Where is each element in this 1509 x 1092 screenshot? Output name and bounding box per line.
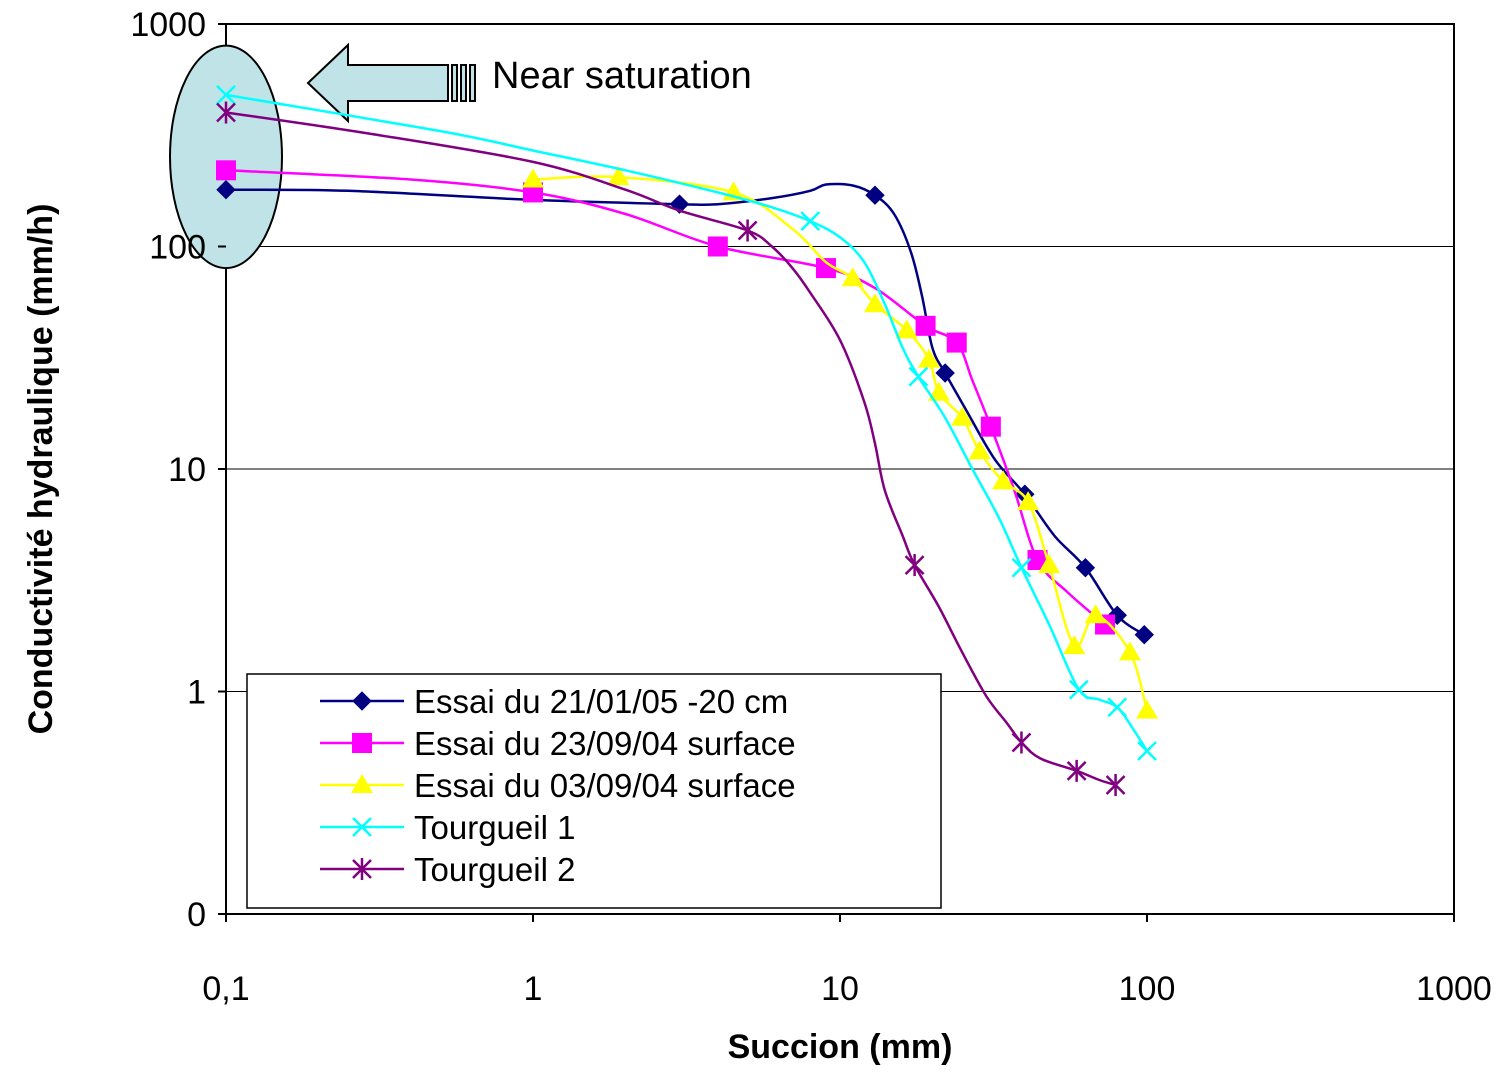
data-point-diamond <box>352 691 372 711</box>
y-tick-label: 1 <box>187 674 206 712</box>
legend-item: Essai du 23/09/04 surface <box>320 725 796 762</box>
data-point-triangle <box>968 440 991 460</box>
data-point-x <box>908 366 929 387</box>
annotation-label: Near saturation <box>492 55 752 97</box>
legend-item: Essai du 21/01/05 -20 cm <box>320 683 788 720</box>
y-tick-label: 10 <box>168 451 206 489</box>
data-point-square <box>216 160 236 181</box>
data-point-square <box>815 258 836 279</box>
data-point-diamond <box>1134 624 1155 645</box>
data-point-square <box>707 236 728 257</box>
x-tick-label: 100 <box>1119 970 1176 1008</box>
data-point-triangle <box>1017 491 1040 511</box>
series-line <box>225 169 1106 626</box>
data-point-triangle <box>1118 641 1141 661</box>
arrow-shape <box>306 42 449 124</box>
data-point-triangle <box>1136 699 1158 719</box>
axes: 0 1 10 100 1000 0,1 1 10 100 1000 <box>130 6 1491 1008</box>
series-4 <box>216 85 1157 761</box>
series-5 <box>216 101 1126 796</box>
legend-label: Tourgueil 2 <box>414 851 575 888</box>
data-point-star <box>216 101 236 124</box>
data-point-star <box>1105 773 1126 796</box>
data-point-square <box>352 733 372 753</box>
data-point-diamond <box>1075 558 1096 578</box>
x-axis-title: Succion (mm) <box>728 1028 953 1066</box>
data-point-x-stroke <box>1137 741 1157 761</box>
data-point-diamond <box>935 363 955 383</box>
y-tick-label: 100 <box>149 229 206 267</box>
data-point-x <box>1069 679 1089 700</box>
legend: Essai du 21/01/05 -20 cm Essai du 23/09/0… <box>246 673 942 909</box>
data-point-x-stroke <box>1069 679 1089 700</box>
near-saturation-annotation: Near saturation <box>169 42 752 270</box>
data-point-x-stroke <box>1107 697 1128 718</box>
data-point-triangle <box>522 168 544 188</box>
data-point-triangle <box>1063 635 1086 655</box>
legend-label: Essai du 21/01/05 -20 cm <box>414 683 788 720</box>
near-saturation-arrow <box>306 42 476 124</box>
data-point-triangle <box>1084 604 1107 624</box>
legend-item: Tourgueil 2 <box>320 851 575 888</box>
x-tick-label: 10 <box>821 970 859 1008</box>
y-tick-label: 1000 <box>130 6 206 44</box>
legend-item: Essai du 03/09/04 surface <box>320 767 796 804</box>
data-point-triangle <box>992 470 1015 490</box>
arrow-stripe <box>451 64 458 102</box>
data-point-x-stroke <box>352 817 372 837</box>
data-point-triangle <box>607 166 630 186</box>
data-point-x-stroke <box>908 366 929 387</box>
data-point-star <box>1066 759 1087 782</box>
legend-item: Tourgueil 1 <box>320 809 575 846</box>
legend-label: Essai du 23/09/04 surface <box>414 725 796 762</box>
data-point-x <box>1137 741 1157 761</box>
data-point-x <box>800 211 821 232</box>
data-point-triangle <box>351 774 373 793</box>
data-point-square <box>915 315 936 336</box>
legend-label: Tourgueil 1 <box>414 809 575 846</box>
data-point-square <box>1027 549 1048 570</box>
data-point-diamond <box>865 185 885 205</box>
data-point-x-stroke <box>800 211 821 232</box>
data-point-triangle <box>841 267 864 287</box>
data-point-x-stroke <box>216 85 236 105</box>
data-point-x <box>1011 557 1032 578</box>
data-point-triangle <box>1038 554 1061 574</box>
y-tick-label: 0 <box>187 896 206 934</box>
data-point-square <box>946 332 967 353</box>
data-point-triangle <box>927 381 950 401</box>
data-point-star <box>737 219 758 242</box>
x-tick-label: 0,1 <box>202 970 249 1008</box>
x-tick-label: 1000 <box>1416 970 1492 1008</box>
data-point-x-stroke <box>1011 557 1032 578</box>
data-point-square <box>980 416 1001 437</box>
data-point-diamond <box>216 179 236 200</box>
near-saturation-ellipse <box>169 44 283 270</box>
data-point-star <box>904 554 925 577</box>
legend-label: Essai du 03/09/04 surface <box>414 767 796 804</box>
data-point-x <box>1107 697 1128 718</box>
data-point-triangle <box>895 319 918 339</box>
data-point-triangle <box>918 348 941 368</box>
data-point-triangle <box>951 406 974 426</box>
data-point-star <box>1011 731 1032 754</box>
x-tick-label: 1 <box>524 970 543 1008</box>
data-point-triangle <box>863 293 886 313</box>
data-point-x <box>216 85 236 105</box>
arrow-stripe <box>469 64 476 102</box>
data-point-star <box>352 858 372 880</box>
data-point-x <box>352 817 372 837</box>
series-layer <box>216 85 1158 796</box>
y-axis-title: Conductivité hydraulique (mm/h) <box>22 204 60 735</box>
arrow-stripe <box>460 64 467 102</box>
